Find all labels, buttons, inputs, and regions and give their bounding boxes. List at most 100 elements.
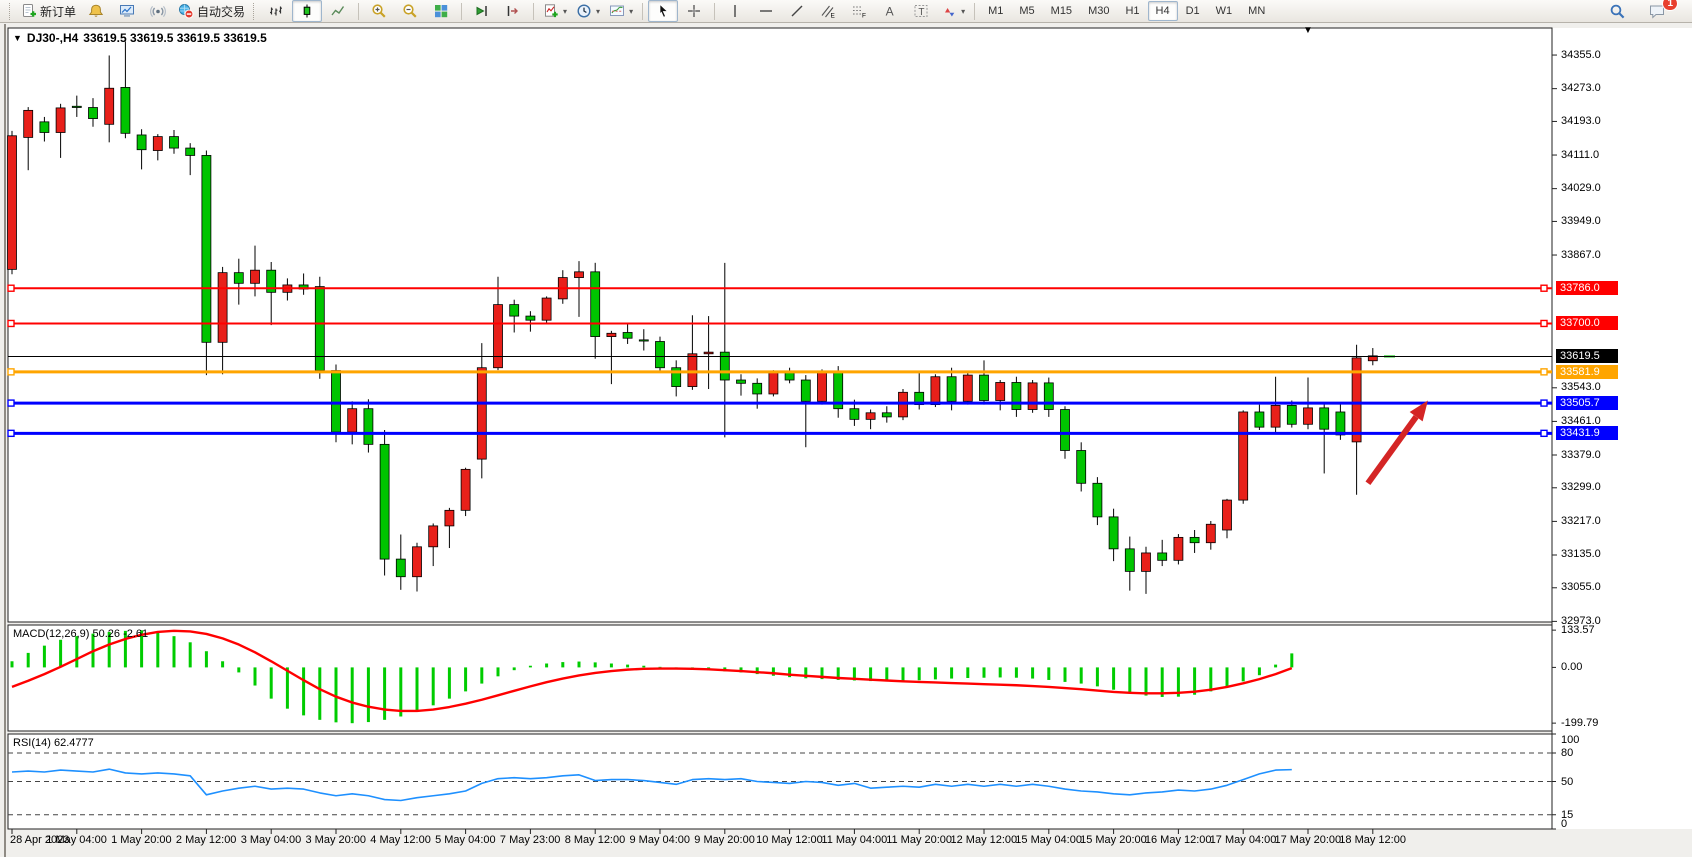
search-button[interactable] xyxy=(1602,0,1632,22)
chat-button[interactable]: 1 xyxy=(1642,0,1678,22)
candle-body xyxy=(962,374,973,402)
candle-body xyxy=(152,136,163,151)
time-tick-label: 1 May 20:00 xyxy=(111,834,172,846)
rsi-axis-label: 0 xyxy=(1561,818,1568,830)
macd-values: 50.26 -2.61 xyxy=(92,628,149,640)
crosshair-button[interactable] xyxy=(679,0,709,22)
chart-menu-icon[interactable]: ▼ xyxy=(13,33,22,43)
dropdown-arrow-icon: ▾ xyxy=(629,6,634,16)
timeframe-d1[interactable]: D1 xyxy=(1185,5,1200,17)
line-chart-icon xyxy=(330,3,346,19)
equidistant-channel-button[interactable]: E xyxy=(813,0,843,22)
clock-icon xyxy=(576,3,592,19)
timeframe-m5[interactable]: M5 xyxy=(1019,5,1035,17)
auto-trading-button[interactable]: 自动交易 xyxy=(174,0,249,22)
macd-panel-label: MACD(12,26,9) 50.26 -2.61 xyxy=(13,628,149,640)
bar-chart-button[interactable] xyxy=(261,0,291,22)
candle-body xyxy=(590,271,601,337)
text-label-icon: T xyxy=(913,3,929,19)
candle-body xyxy=(1076,450,1087,484)
zoom-out-button[interactable] xyxy=(395,0,425,22)
candle-body xyxy=(671,367,682,387)
hline-handle xyxy=(1540,399,1548,407)
main-panel xyxy=(7,27,1553,623)
line-chart-button[interactable] xyxy=(323,0,353,22)
candle-body xyxy=(444,509,455,527)
timeframe-w1[interactable]: W1 xyxy=(1215,5,1233,17)
price-tick-label: 34273.0 xyxy=(1561,82,1601,95)
cursor-button[interactable] xyxy=(648,0,679,22)
ohlc-values: 33619.5 33619.5 33619.5 33619.5 xyxy=(83,31,267,45)
rsi-panel xyxy=(7,733,1553,830)
timeframe-h1[interactable]: H1 xyxy=(1125,5,1140,17)
indicators-icon xyxy=(543,3,559,19)
tile-windows-button[interactable] xyxy=(426,0,456,22)
arrow-annotation[interactable] xyxy=(1365,414,1419,486)
candle-body xyxy=(622,332,633,339)
candle-body xyxy=(136,134,147,151)
candle-body xyxy=(865,412,876,420)
text-label-button[interactable]: T xyxy=(906,0,936,22)
price-line-badge: 33505.7 xyxy=(1556,396,1618,411)
chart-shift-marker[interactable]: ▼ xyxy=(1303,25,1313,36)
timeframe-m15[interactable]: M15 xyxy=(1050,5,1073,17)
timeframe-m1[interactable]: M1 xyxy=(988,5,1004,17)
auto-scroll-button[interactable] xyxy=(467,0,497,22)
zoom-in-button[interactable] xyxy=(364,0,394,22)
fibonacci-button[interactable]: F xyxy=(844,0,874,22)
candle-body xyxy=(1222,499,1232,531)
alerts-button[interactable] xyxy=(81,0,111,22)
market-watch-button[interactable] xyxy=(112,0,142,22)
periods-button[interactable]: ▾ xyxy=(572,0,604,22)
chart-shift-button[interactable] xyxy=(498,0,528,22)
candle-body xyxy=(1367,355,1378,362)
candle-body xyxy=(574,271,584,278)
price-tick-label: 33543.0 xyxy=(1561,381,1601,394)
candle-body xyxy=(525,315,536,321)
hline-handle xyxy=(7,368,15,376)
candlestick-chart-button[interactable] xyxy=(292,0,323,22)
hline-handle xyxy=(7,284,15,292)
timeframe-mn[interactable]: MN xyxy=(1248,5,1266,17)
new-order-button[interactable]: 新订单 xyxy=(17,0,80,22)
candle-body xyxy=(1205,523,1216,544)
candle-body xyxy=(412,546,422,578)
zoom-out-icon xyxy=(402,3,418,19)
cursor-icon xyxy=(655,3,671,19)
signals-button[interactable] xyxy=(143,0,173,22)
candle-body xyxy=(638,339,649,342)
candle-body xyxy=(800,379,811,402)
trendline-button[interactable] xyxy=(782,0,812,22)
price-tick-label: 33379.0 xyxy=(1561,448,1601,461)
candle-body xyxy=(849,408,860,420)
templates-button[interactable]: ▾ xyxy=(605,0,637,22)
candle-body xyxy=(784,372,795,381)
text-button[interactable]: A xyxy=(875,0,905,22)
candle-body xyxy=(250,269,260,284)
candle-body xyxy=(1092,482,1103,518)
time-tick-label: 4 May 12:00 xyxy=(370,834,431,846)
price-line-badge: 33581.9 xyxy=(1556,364,1618,379)
time-tick-label: 18 May 12:00 xyxy=(1339,834,1406,846)
arrows-button[interactable]: ▾ xyxy=(937,0,969,22)
arrow-head xyxy=(1409,400,1428,422)
toolbar-grip xyxy=(9,2,13,20)
price-tick-label: 33299.0 xyxy=(1561,481,1601,494)
timeframe-m30[interactable]: M30 xyxy=(1088,5,1110,17)
time-tick-label: 9 May 04:00 xyxy=(629,834,691,846)
rsi-value: 62.4777 xyxy=(53,737,94,749)
candle-body xyxy=(736,379,746,384)
time-tick-label: 28 Apr 2023 xyxy=(10,834,70,846)
rsi-axis-label: 100 xyxy=(1561,734,1580,746)
candle-body xyxy=(979,374,989,401)
indicators-button[interactable]: ▾ xyxy=(539,0,571,22)
timeframe-h4[interactable]: H4 xyxy=(1147,1,1178,21)
candle-body xyxy=(881,412,892,418)
horizontal-line-button[interactable] xyxy=(751,0,781,22)
vertical-line-button[interactable] xyxy=(720,0,750,22)
price-tick-label: 33949.0 xyxy=(1561,214,1601,227)
hline-handle xyxy=(1540,319,1548,328)
candle-body xyxy=(39,121,50,133)
time-tick-label: 15 May 04:00 xyxy=(1015,834,1082,846)
